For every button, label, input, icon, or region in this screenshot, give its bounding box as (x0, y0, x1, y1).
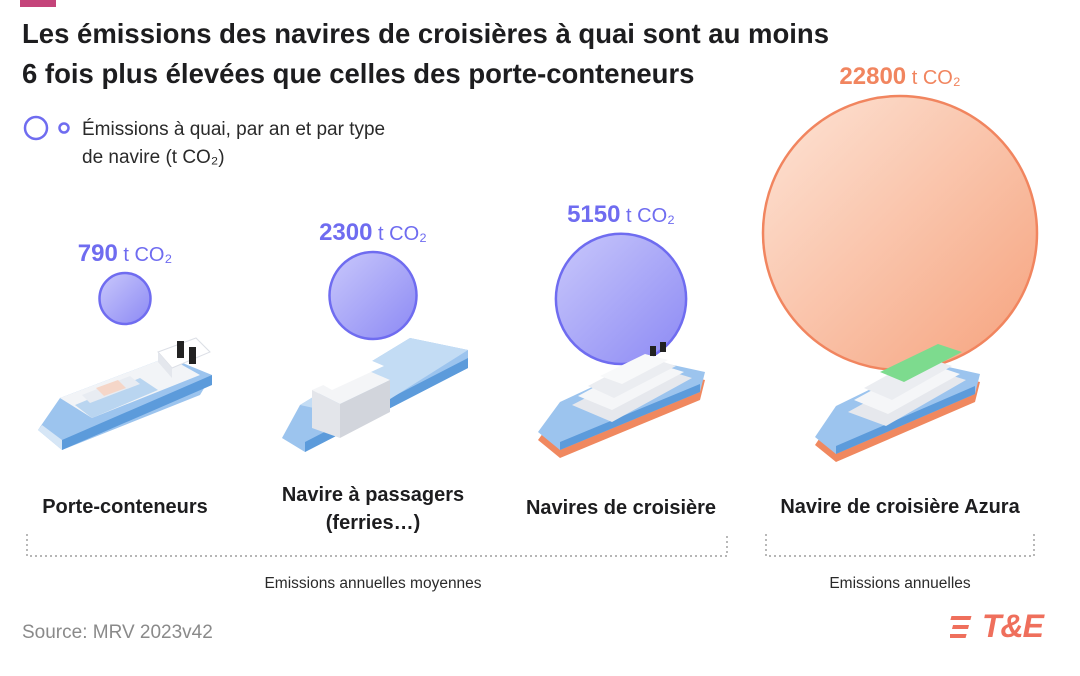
value-number-azura: 22800 (839, 63, 906, 90)
value-label-navires-croisiere: 5150 t CO₂ (567, 201, 675, 228)
legend-text-line-1: Émissions à quai, par an et par type (82, 119, 386, 140)
value-label-azura: 22800 t CO₂ (839, 63, 960, 90)
ferry-icon (282, 338, 468, 452)
te-logo: T&E (950, 608, 1060, 648)
value-unit-navires-croisiere: t CO₂ (620, 205, 674, 227)
legend-circles-icon (23, 115, 70, 141)
title-line-1: Les émissions des navires de croisières … (22, 18, 829, 49)
value-number-navire-passagers: 2300 (319, 219, 372, 246)
category-label-azura: Navire de croisière Azura (780, 496, 1020, 518)
group-bracket-annuelles (765, 534, 1035, 557)
value-unit-azura: t CO₂ (906, 67, 960, 89)
value-label-navire-passagers: 2300 t CO₂ (319, 219, 427, 246)
accent-bar (20, 0, 56, 7)
bubble-navires-croisiere (554, 232, 688, 366)
source-note: Source: MRV 2023v42 (22, 622, 213, 643)
category-label-navires-croisiere: Navires de croisière (526, 497, 716, 519)
value-unit-porte-conteneurs: t CO₂ (118, 244, 172, 266)
container-ship-icon (38, 337, 212, 450)
bubble-porte-conteneurs (98, 271, 152, 326)
value-unit-navire-passagers: t CO₂ (372, 223, 426, 245)
value-label-porte-conteneurs: 790 t CO₂ (78, 240, 172, 267)
bubbles-layer (98, 94, 1039, 372)
category-label-navire-passagers-line-1: Navire à passagers (282, 484, 464, 506)
value-number-porte-conteneurs: 790 (78, 240, 118, 267)
chart-title: Les émissions des navires de croisières … (22, 14, 952, 94)
legend: Émissions à quai, par an et par type de … (22, 114, 462, 174)
category-label-navire-passagers-line-2: (ferries…) (326, 512, 420, 534)
bubble-navire-passagers (328, 250, 418, 341)
group-label-moyennes: Emissions annuelles moyennes (264, 575, 481, 592)
legend-text-line-2: de navire (t CO₂) (82, 147, 225, 168)
logo-text: T&E (982, 608, 1044, 644)
value-number-navires-croisiere: 5150 (567, 201, 620, 228)
logo-stripes-icon (950, 616, 972, 638)
title-line-2: 6 fois plus élevées que celles des porte… (22, 58, 695, 89)
cruise-ship-icon (538, 342, 705, 458)
azura-ship-icon (815, 344, 980, 462)
group-bracket-moyennes (26, 534, 728, 557)
category-label-porte-conteneurs: Porte-conteneurs (42, 496, 208, 518)
bubble-azura (761, 94, 1039, 372)
group-label-annuelles: Emissions annuelles (829, 575, 971, 592)
